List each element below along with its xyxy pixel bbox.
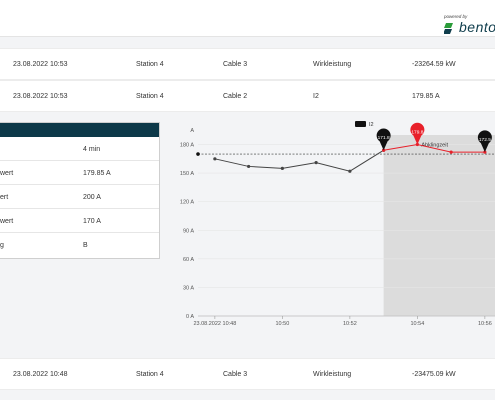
data-point (382, 148, 386, 152)
marker-pin (376, 128, 391, 151)
row-station: Station 4 (136, 371, 164, 378)
data-point (449, 150, 453, 154)
data-point (348, 169, 352, 173)
row-cable: Cable 3 (223, 61, 248, 68)
marker-pin (410, 122, 425, 145)
data-point (213, 157, 217, 161)
marker-label: 179.8 (411, 130, 423, 136)
series-line (383, 144, 485, 153)
x-tick-label: 10:52 (343, 321, 357, 327)
threshold-point (196, 152, 200, 156)
y-tick-label: 120 A (180, 200, 194, 206)
highlight-label: Abklingzeit (421, 143, 448, 149)
detail-value: 170 A (83, 218, 101, 225)
x-tick-label: 10:54 (410, 321, 424, 327)
marker-label: 171.8 (378, 135, 390, 141)
highlight-region (383, 135, 495, 316)
data-point (415, 142, 419, 147)
x-tick-label: 23.08.2022 10:48 (193, 321, 236, 327)
current-chart[interactable]: 0 A 30 A 60 A 90 A 120 A 150 A 180 A A 23.08.202… (165, 117, 495, 332)
row-date: 23.08.2022 10:48 (13, 371, 68, 378)
y-tick-label: 0 A (186, 314, 194, 320)
detail-value: B (83, 242, 88, 249)
y-tick-label: 90 A (183, 228, 194, 234)
bento-logo-icon (444, 23, 453, 34)
row-value: 179.85 A (412, 93, 440, 100)
detail-label: g (0, 242, 4, 249)
data-point (314, 161, 318, 165)
table-row[interactable]: 23.08.2022 10:48 Station 4 Cable 3 Wirkl… (0, 358, 495, 390)
detail-row: 4 min (0, 137, 159, 161)
y-tick-label: 60 A (183, 257, 194, 263)
detail-row: wert 179.85 A (0, 161, 159, 185)
series-line (214, 149, 384, 172)
row-cable: Cable 2 (223, 93, 248, 100)
powered-by-text: powered by (444, 14, 468, 19)
detail-value: 200 A (83, 194, 101, 201)
x-tick-label: 10:50 (275, 321, 289, 327)
detail-row: g B (0, 233, 159, 257)
detail-value: 179.85 A (83, 170, 111, 177)
detail-value: 4 min (83, 146, 101, 153)
row-date: 23.08.2022 10:53 (13, 93, 68, 100)
row-value: -23264.59 kW (412, 61, 456, 68)
row-station: Station 4 (136, 61, 164, 68)
data-point (280, 166, 284, 170)
row-measure: Wirkleistung (313, 371, 352, 378)
row-date: 23.08.2022 10:53 (13, 61, 68, 68)
row-value: -23475.09 kW (412, 371, 456, 378)
detail-label: wert (0, 170, 14, 177)
row-station: Station 4 (136, 93, 164, 100)
y-tick-label: 150 A (180, 171, 194, 177)
detail-panel: 4 min wert 179.85 A ert 200 A wert 170 A… (0, 122, 160, 259)
brand-logo-text: bento (459, 19, 495, 35)
row-measure: Wirkleistung (313, 61, 352, 68)
detail-row: wert 170 A (0, 209, 159, 233)
detail-label: ert (0, 194, 9, 201)
row-measure: I2 (313, 93, 319, 100)
app-header: powered by bento (0, 0, 495, 37)
data-point (247, 164, 251, 169)
x-tick-label: 10:56 (478, 321, 492, 327)
y-unit-label: A (190, 128, 194, 134)
y-tick-label: 30 A (183, 285, 194, 291)
row-cable: Cable 3 (223, 371, 248, 378)
legend-label: I2 (369, 122, 374, 128)
marker-pin (477, 130, 492, 153)
detail-panel-header (0, 123, 159, 137)
y-tick-label: 180 A (180, 143, 194, 149)
table-row-expanded[interactable]: 23.08.2022 10:53 Station 4 Cable 2 I2 17… (0, 80, 495, 112)
detail-label: wert (0, 218, 14, 225)
marker-label: 172.5 (479, 137, 491, 143)
table-row[interactable]: 23.08.2022 10:53 Station 4 Cable 3 Wirkl… (0, 48, 495, 80)
legend-swatch (355, 121, 366, 127)
detail-row: ert 200 A (0, 185, 159, 209)
